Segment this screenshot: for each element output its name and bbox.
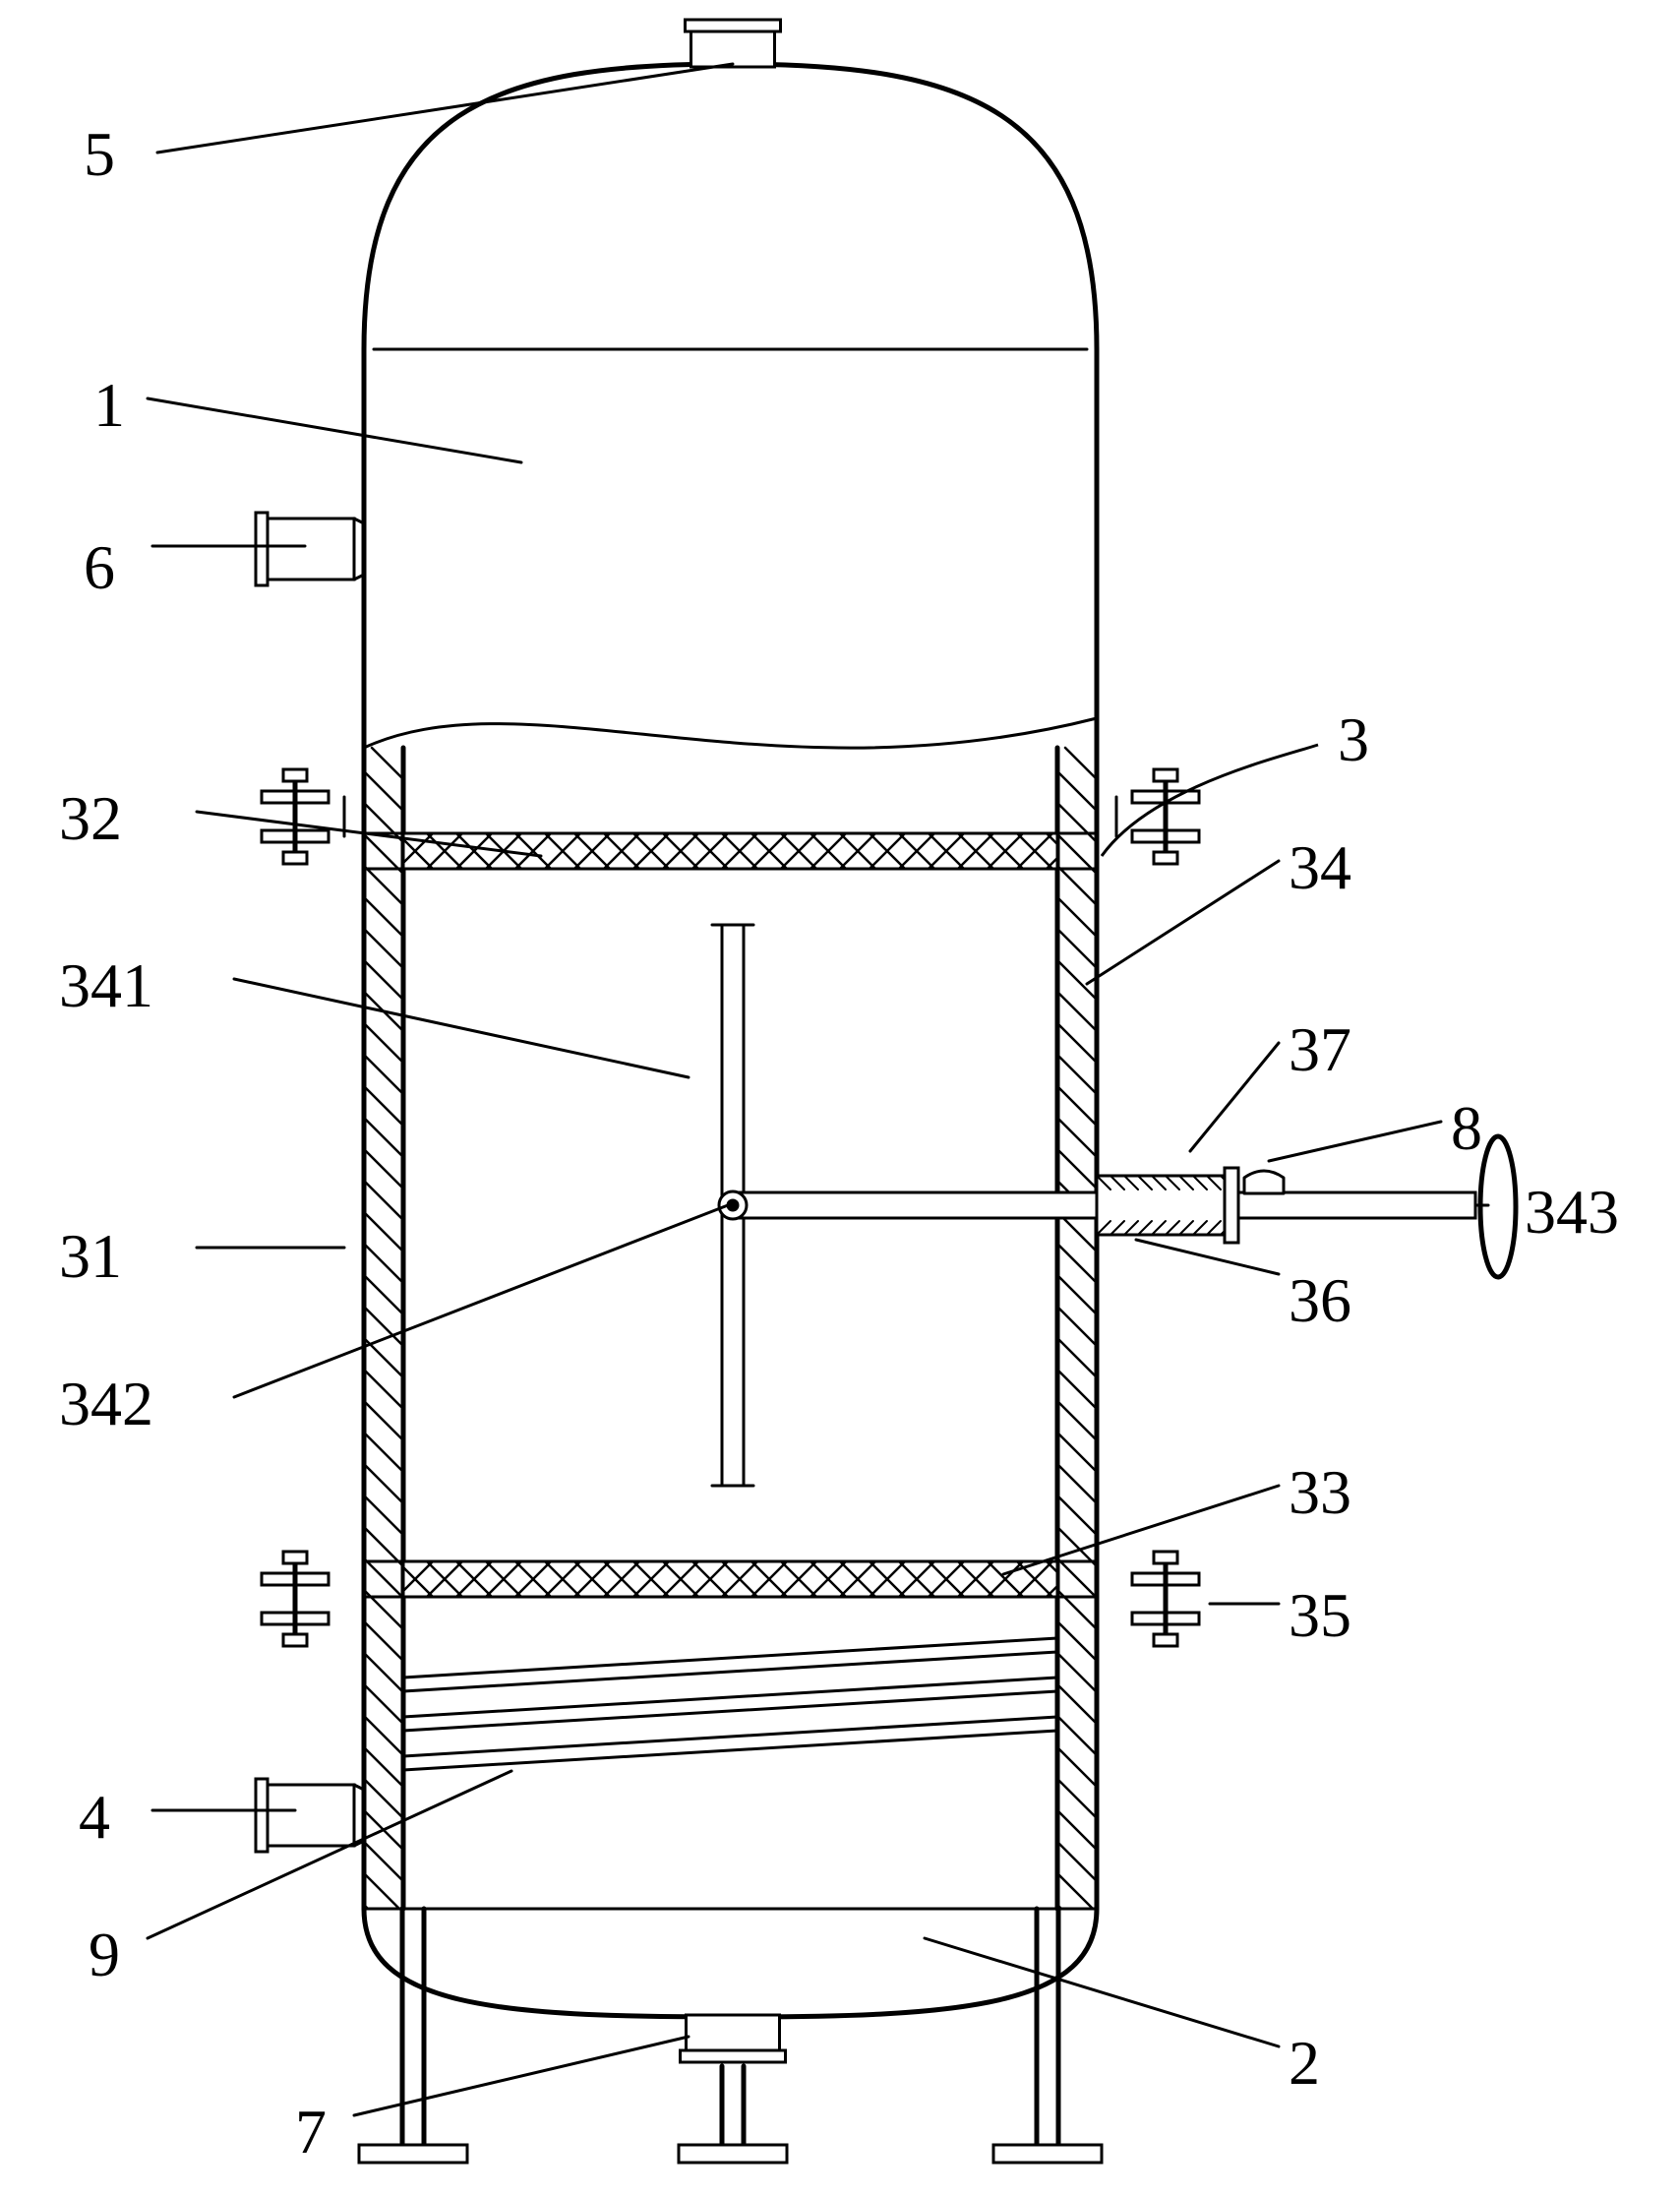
callout-35: 35: [1289, 1579, 1351, 1652]
callout-7: 7: [295, 2096, 327, 2168]
callout-34: 34: [1289, 831, 1351, 904]
callout-32: 32: [59, 782, 122, 855]
callout-341: 341: [59, 949, 153, 1022]
callout-6: 6: [84, 531, 115, 604]
callout-3: 3: [1338, 703, 1369, 776]
callout-9: 9: [89, 1919, 120, 1991]
callout-8: 8: [1451, 1092, 1482, 1165]
callout-2: 2: [1289, 2027, 1320, 2100]
callout-342: 342: [59, 1368, 153, 1440]
callout-5: 5: [84, 118, 115, 191]
callout-33: 33: [1289, 1456, 1351, 1529]
callout-37: 37: [1289, 1013, 1351, 1086]
callout-36: 36: [1289, 1264, 1351, 1337]
callout-4: 4: [79, 1781, 110, 1854]
diagram-stage: 51632341313424972353336343837343: [0, 0, 1680, 2197]
callout-343: 343: [1525, 1176, 1619, 1249]
diagram-svg: [0, 0, 1680, 2197]
callout-31: 31: [59, 1220, 122, 1293]
callout-1: 1: [93, 369, 125, 442]
